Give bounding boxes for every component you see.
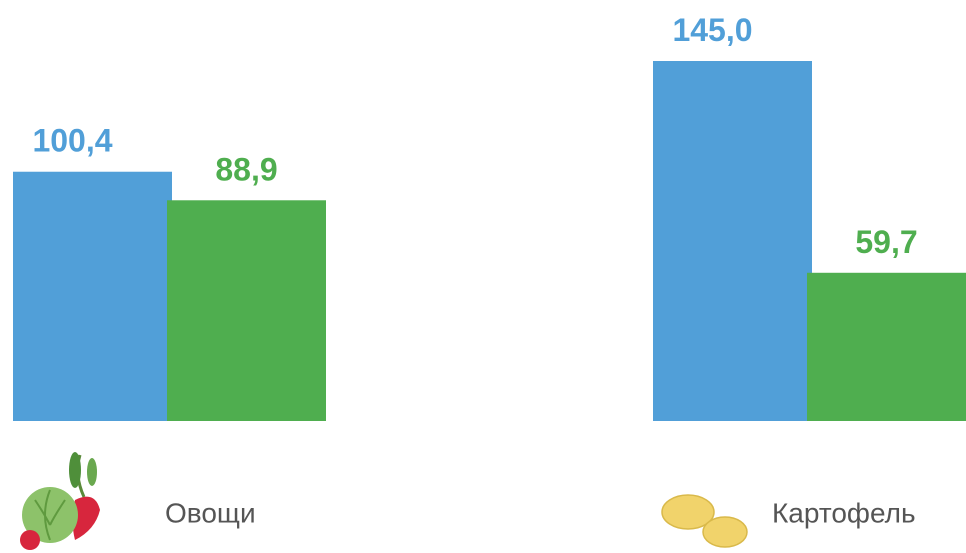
value-label: 145,0 (672, 12, 752, 48)
value-label: 88,9 (215, 151, 277, 187)
bar (13, 171, 172, 421)
value-label: 59,7 (855, 224, 917, 260)
category-label: Картофель (772, 497, 916, 528)
bar (653, 61, 812, 421)
vegetables-icon (20, 452, 100, 550)
bar (167, 200, 326, 421)
bar (807, 272, 966, 421)
category-label: Овощи (165, 497, 256, 528)
value-label: 100,4 (32, 123, 112, 159)
potato-icon (661, 494, 748, 548)
